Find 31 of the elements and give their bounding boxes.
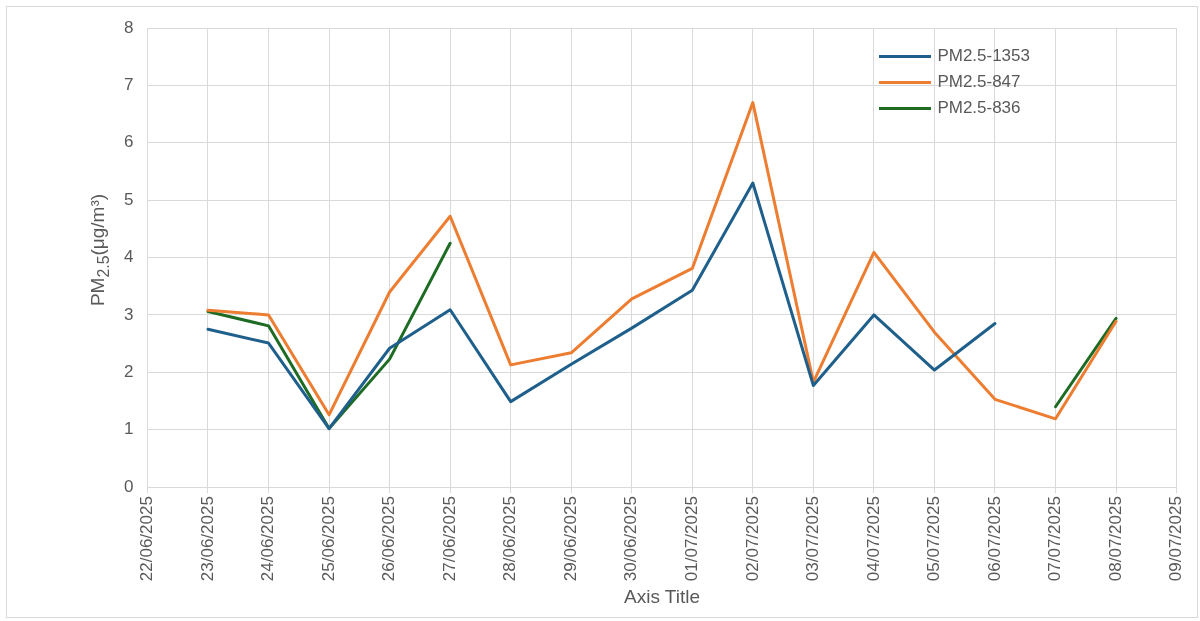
x-tick-label: 24/06/2025: [258, 496, 278, 582]
y-tick-label: 3: [123, 304, 134, 324]
legend-label: PM2.5-847: [937, 72, 1021, 92]
y-tick-label: 4: [123, 247, 134, 267]
x-tick-label: 05/07/2025: [924, 496, 944, 582]
y-tick-label: 6: [123, 132, 134, 152]
x-tick-label: 30/06/2025: [621, 496, 641, 582]
x-tick-label: 02/07/2025: [742, 496, 762, 582]
x-tick-label: 01/07/2025: [681, 496, 701, 582]
y-tick-label: 2: [123, 362, 134, 382]
x-axis-title: Axis Title: [624, 585, 701, 607]
x-tick-label: 04/07/2025: [863, 496, 883, 582]
legend-label: PM2.5-1353: [937, 46, 1030, 66]
x-tick-label: 28/06/2025: [500, 496, 520, 582]
y-tick-label: 1: [123, 419, 134, 439]
x-tick-label: 03/07/2025: [803, 496, 823, 582]
x-tick-label: 22/06/2025: [137, 496, 157, 582]
x-tick-label: 29/06/2025: [560, 496, 580, 582]
x-tick-label: 06/07/2025: [984, 496, 1004, 582]
x-tick-label: 07/07/2025: [1045, 496, 1065, 582]
x-tick-label: 08/07/2025: [1105, 496, 1125, 582]
legend-label: PM2.5-836: [937, 98, 1021, 118]
x-tick-label: 09/07/2025: [1166, 496, 1186, 582]
x-tick-label: 25/06/2025: [318, 496, 338, 582]
x-tick-label: 26/06/2025: [379, 496, 399, 582]
x-tick-label: 23/06/2025: [197, 496, 217, 582]
y-tick-label: 8: [123, 17, 134, 37]
y-tick-label: 5: [123, 189, 134, 209]
y-tick-label: 0: [123, 476, 134, 496]
x-tick-label: 27/06/2025: [439, 496, 459, 582]
y-tick-label: 7: [123, 75, 134, 95]
